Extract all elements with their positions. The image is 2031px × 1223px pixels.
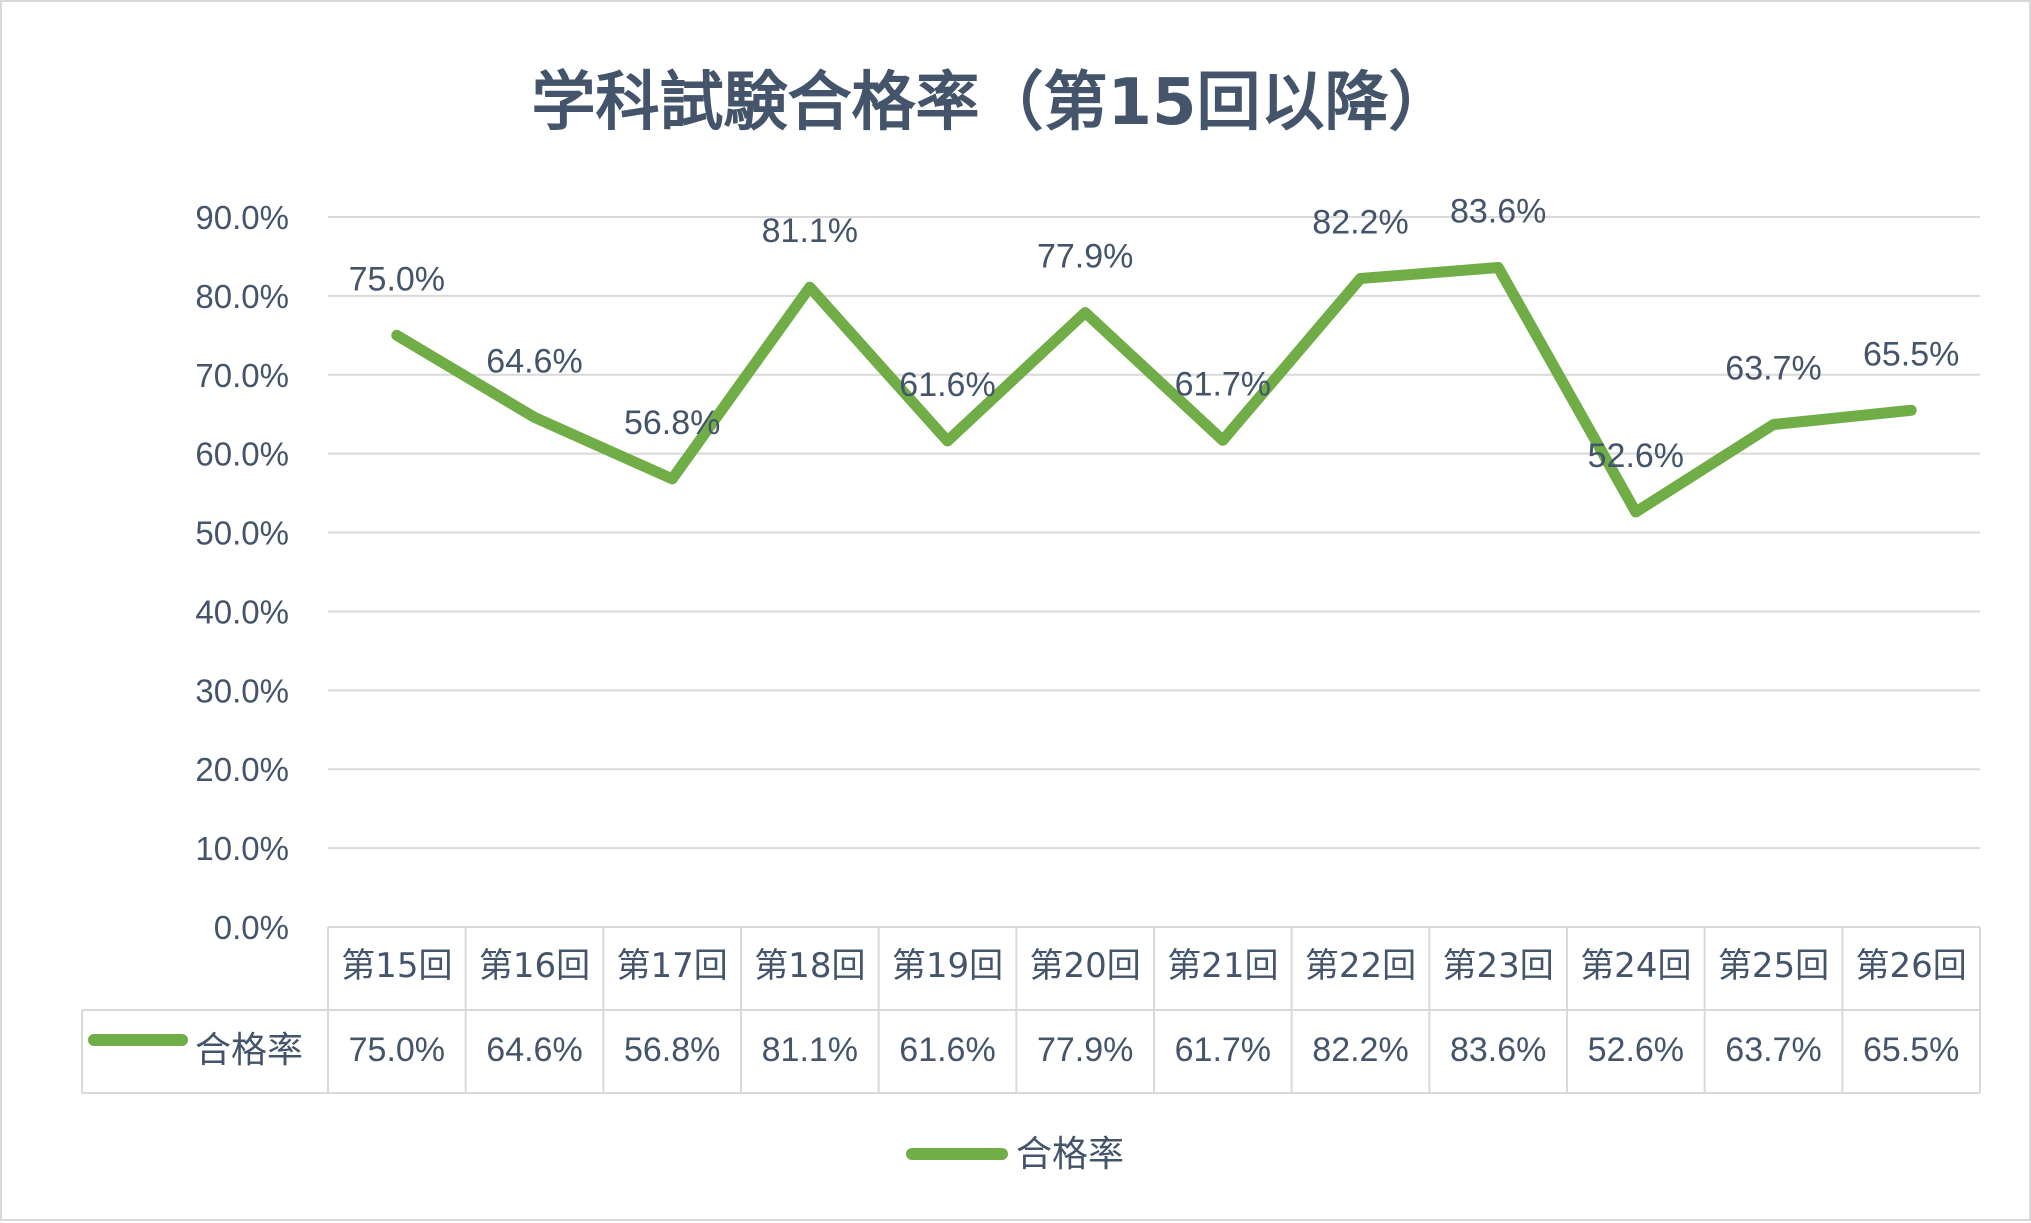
data-label: 77.9% [1037, 237, 1133, 275]
table-value: 64.6% [486, 1031, 582, 1069]
table-value: 61.7% [1175, 1031, 1271, 1069]
series-line-pass-rate [391, 262, 1917, 518]
data-label: 83.6% [1450, 192, 1546, 230]
data-label: 56.8% [624, 404, 720, 442]
data-label: 63.7% [1725, 349, 1821, 387]
y-tick-label: 0.0% [214, 909, 289, 946]
category-label: 第25回 [1718, 946, 1829, 986]
table-value: 75.0% [349, 1031, 445, 1069]
category-label: 第19回 [892, 946, 1003, 986]
category-label: 第22回 [1305, 946, 1416, 986]
series-line-layer [391, 262, 1917, 518]
y-tick-label: 30.0% [195, 672, 289, 709]
category-label: 第16回 [479, 946, 590, 986]
y-tick-label: 60.0% [195, 436, 289, 473]
data-label: 61.6% [899, 366, 995, 404]
gridlines [328, 216, 1980, 850]
data-label: 65.5% [1863, 335, 1959, 373]
y-tick-label: 10.0% [195, 830, 289, 867]
table-value: 81.1% [762, 1031, 858, 1069]
data-label: 52.6% [1588, 437, 1684, 475]
table-value: 56.8% [624, 1031, 720, 1069]
table-value: 65.5% [1863, 1031, 1959, 1069]
y-tick-label: 20.0% [195, 751, 289, 788]
table-value: 82.2% [1312, 1031, 1408, 1069]
category-label: 第23回 [1443, 946, 1554, 986]
y-axis-tick-labels: 0.0% 10.0% 20.0% 30.0% 40.0% 50.0% 60.0% 70.0% 8… [195, 199, 289, 946]
category-label: 第17回 [617, 946, 728, 986]
table-series-name: 合格率 [195, 1030, 303, 1071]
data-label: 75.0% [349, 260, 445, 298]
y-tick-label: 70.0% [195, 357, 289, 394]
category-label: 第21回 [1167, 946, 1278, 986]
category-label: 第15回 [341, 946, 452, 986]
table-value: 61.6% [899, 1031, 995, 1069]
table-value: 63.7% [1725, 1031, 1821, 1069]
data-label: 81.1% [762, 212, 858, 250]
data-label: 61.7% [1175, 365, 1271, 403]
chart-title: 学科試験合格率（第15回以降） [531, 66, 1452, 140]
category-label: 第20回 [1030, 946, 1141, 986]
y-tick-label: 50.0% [195, 515, 289, 552]
legend-series-label: 合格率 [1016, 1134, 1124, 1175]
data-labels: 75.0% 64.6% 56.8% 81.1% 61.6% 77.9% 61.7% 82.2%… [349, 192, 1960, 475]
y-tick-label: 40.0% [195, 593, 289, 630]
table-value: 52.6% [1588, 1031, 1684, 1069]
data-table: 合格率 第15回 75.0% 第16回 64.6% 第17回 56.8% 第18回 81.1% 第… [81, 926, 1981, 1094]
legend: 合格率 [906, 1134, 1124, 1175]
table-value: 83.6% [1450, 1031, 1546, 1069]
y-tick-label: 80.0% [195, 278, 289, 315]
category-label: 第26回 [1856, 946, 1967, 986]
data-label: 82.2% [1312, 204, 1408, 242]
table-value: 77.9% [1037, 1031, 1133, 1069]
category-label: 第24回 [1580, 946, 1691, 986]
category-label: 第18回 [754, 946, 865, 986]
y-tick-label: 90.0% [195, 199, 289, 236]
data-label: 64.6% [486, 342, 582, 380]
